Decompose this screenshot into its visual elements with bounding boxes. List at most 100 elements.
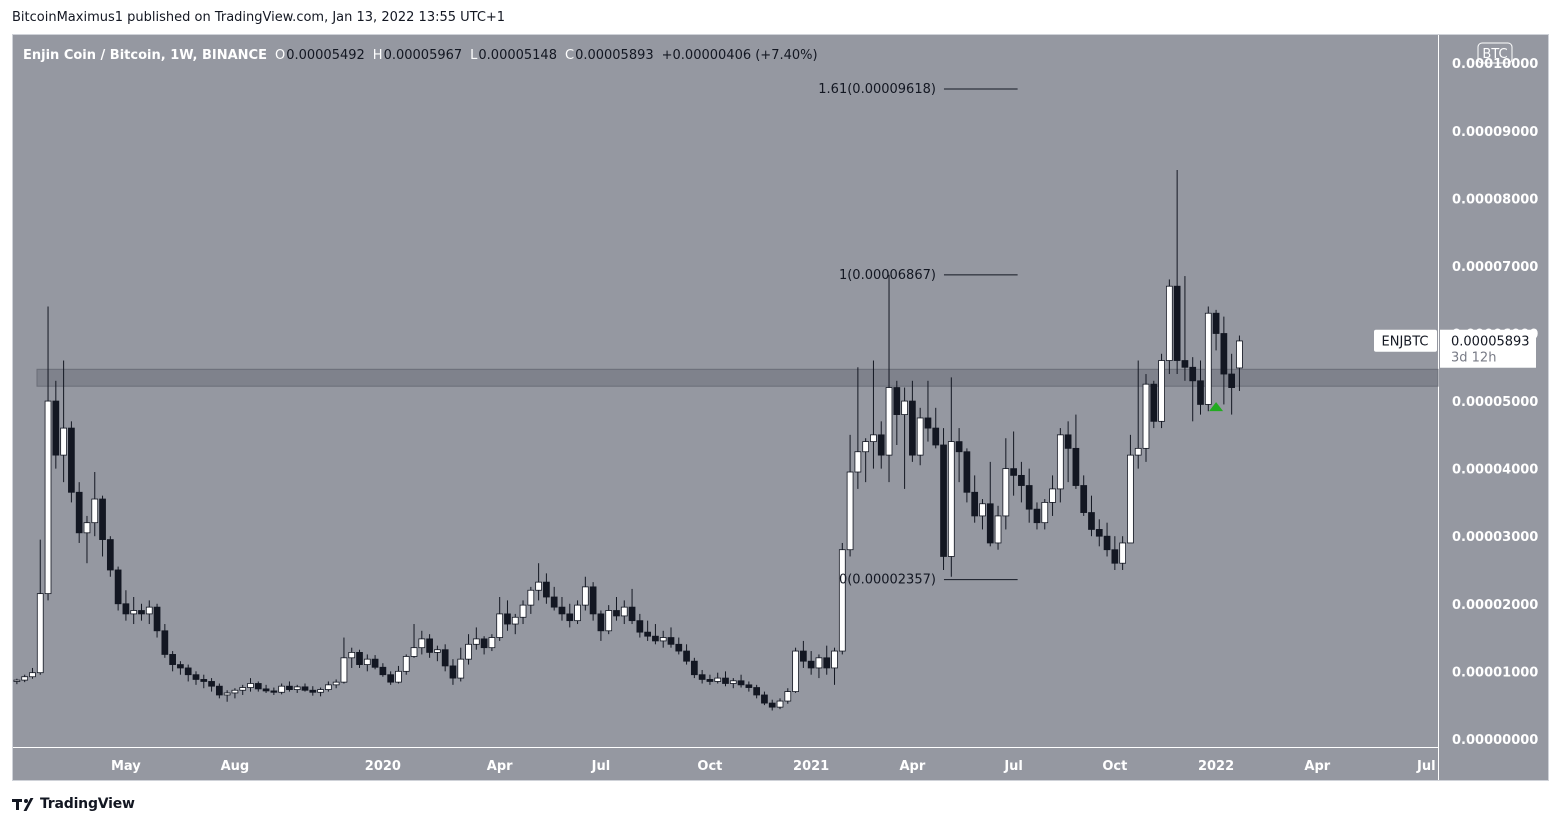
candle[interactable] xyxy=(130,597,138,625)
candle[interactable] xyxy=(729,678,737,689)
candle[interactable] xyxy=(1088,495,1095,537)
candle[interactable] xyxy=(340,637,348,684)
candle[interactable] xyxy=(169,651,176,672)
candle[interactable] xyxy=(706,674,714,685)
candle[interactable] xyxy=(379,663,387,677)
candle[interactable] xyxy=(745,681,753,692)
candle[interactable] xyxy=(449,659,457,685)
candle[interactable] xyxy=(1018,461,1025,503)
candle[interactable] xyxy=(550,586,558,611)
candle[interactable] xyxy=(68,421,75,503)
candle[interactable] xyxy=(472,627,480,650)
candle[interactable] xyxy=(13,678,21,685)
candle[interactable] xyxy=(636,613,644,638)
candle[interactable] xyxy=(161,624,169,658)
candle[interactable] xyxy=(1064,421,1072,483)
candle[interactable] xyxy=(1134,360,1142,469)
candle[interactable] xyxy=(286,681,293,692)
candle[interactable] xyxy=(122,590,130,621)
candle[interactable] xyxy=(979,499,986,530)
candle[interactable] xyxy=(722,671,729,687)
candle[interactable] xyxy=(597,610,605,641)
candle[interactable] xyxy=(1181,276,1189,381)
candle[interactable] xyxy=(192,671,200,685)
candle[interactable] xyxy=(753,684,761,699)
candle[interactable] xyxy=(480,636,488,655)
candle[interactable] xyxy=(138,603,145,621)
candle[interactable] xyxy=(784,688,792,704)
candle[interactable] xyxy=(986,461,994,547)
candle[interactable] xyxy=(1204,306,1212,412)
candle[interactable] xyxy=(52,380,60,469)
candle[interactable] xyxy=(317,687,324,697)
candle[interactable] xyxy=(1173,169,1181,375)
candle[interactable] xyxy=(831,647,838,685)
candle[interactable] xyxy=(714,672,722,684)
currency-badge[interactable] xyxy=(1477,42,1513,64)
candle[interactable] xyxy=(153,603,161,638)
candle[interactable] xyxy=(574,600,581,625)
candle[interactable] xyxy=(589,582,597,621)
candle[interactable] xyxy=(363,654,371,672)
candle[interactable] xyxy=(1103,522,1111,557)
candle[interactable] xyxy=(838,542,846,655)
candle[interactable] xyxy=(543,573,550,604)
candle[interactable] xyxy=(36,539,44,675)
candle[interactable] xyxy=(535,563,542,601)
candle[interactable] xyxy=(387,671,395,685)
candle[interactable] xyxy=(932,407,940,449)
candle[interactable] xyxy=(410,624,418,658)
candle[interactable] xyxy=(114,566,122,611)
candle[interactable] xyxy=(947,377,955,577)
candle[interactable] xyxy=(761,691,768,706)
candle[interactable] xyxy=(558,597,566,621)
candle[interactable] xyxy=(613,597,620,621)
candle[interactable] xyxy=(667,627,675,648)
candle[interactable] xyxy=(1010,431,1017,496)
candle[interactable] xyxy=(465,634,472,665)
candle[interactable] xyxy=(909,380,916,462)
candle[interactable] xyxy=(1056,428,1064,503)
candle[interactable] xyxy=(519,600,527,625)
candle[interactable] xyxy=(75,482,83,543)
candle[interactable] xyxy=(605,605,613,635)
candle[interactable] xyxy=(870,360,877,469)
candle[interactable] xyxy=(652,624,659,645)
candle[interactable] xyxy=(846,434,854,557)
candle[interactable] xyxy=(1080,475,1088,516)
candle[interactable] xyxy=(262,684,270,693)
candle[interactable] xyxy=(1033,502,1041,530)
candle[interactable] xyxy=(815,654,823,679)
candle[interactable] xyxy=(901,387,908,489)
tradingview-footer[interactable]: TradingView xyxy=(12,796,135,812)
price-axis[interactable] xyxy=(1438,35,1548,780)
candle[interactable] xyxy=(511,613,519,635)
candle[interactable] xyxy=(44,306,52,601)
candle[interactable] xyxy=(1002,438,1010,530)
candle[interactable] xyxy=(309,686,317,696)
candle[interactable] xyxy=(60,360,67,483)
candle[interactable] xyxy=(807,651,815,675)
candle[interactable] xyxy=(106,536,114,577)
candle[interactable] xyxy=(239,684,247,695)
candle[interactable] xyxy=(823,645,831,675)
candle[interactable] xyxy=(659,630,667,648)
candle[interactable] xyxy=(581,576,589,611)
candle[interactable] xyxy=(862,438,870,483)
candle[interactable] xyxy=(1228,353,1236,415)
candle[interactable] xyxy=(247,678,254,692)
candle[interactable] xyxy=(690,657,698,679)
candlestick-chart[interactable]: 1.61(0.00009618) 1(0.00006867) 0(0.0000235… xyxy=(13,35,1548,780)
candle[interactable] xyxy=(145,600,153,625)
candle[interactable] xyxy=(488,634,496,652)
candle[interactable] xyxy=(854,367,862,489)
candle[interactable] xyxy=(496,597,504,641)
candle[interactable] xyxy=(1119,536,1126,570)
candle[interactable] xyxy=(566,603,574,628)
candle[interactable] xyxy=(278,683,286,695)
candle[interactable] xyxy=(402,654,410,675)
candle[interactable] xyxy=(963,448,971,503)
candle[interactable] xyxy=(301,683,309,692)
time-axis[interactable] xyxy=(13,747,1438,780)
candle[interactable] xyxy=(1236,335,1243,391)
